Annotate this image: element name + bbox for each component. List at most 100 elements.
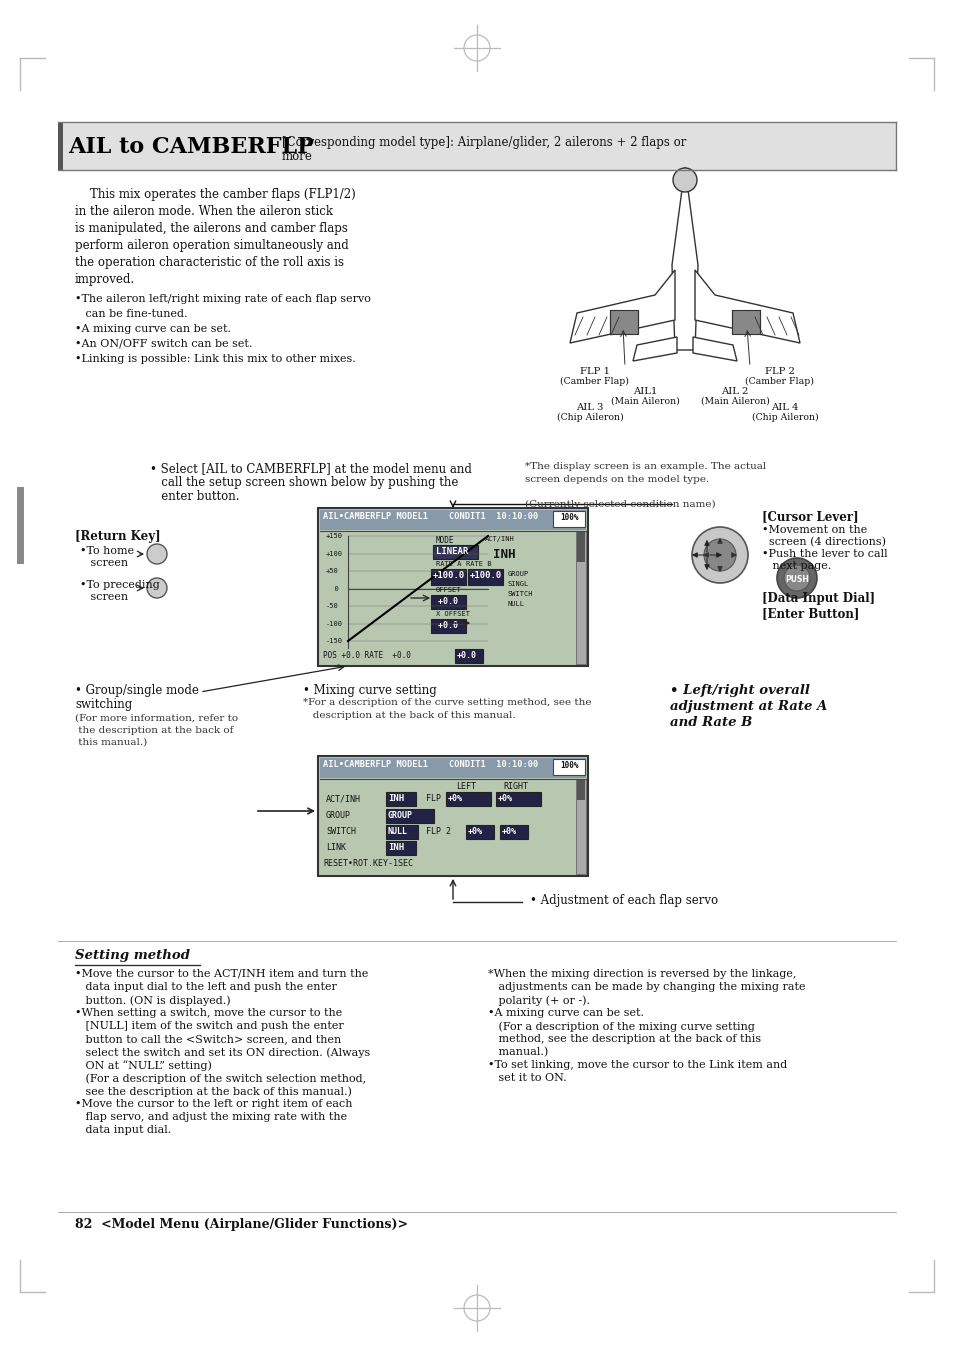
Text: [NULL] item of the switch and push the enter: [NULL] item of the switch and push the e…	[75, 1021, 343, 1031]
Text: (Camber Flap): (Camber Flap)	[560, 377, 629, 386]
Polygon shape	[671, 167, 698, 350]
Text: +100.0: +100.0	[470, 571, 501, 580]
Circle shape	[703, 539, 735, 571]
Text: ON at “NULL” setting): ON at “NULL” setting)	[75, 1060, 212, 1071]
Text: LINK: LINK	[326, 842, 346, 852]
Bar	[468, 568, 502, 585]
Bar	[431, 620, 465, 633]
Text: [Corresponding model type]: Airplane/glider, 2 ailerons + 2 flaps or: [Corresponding model type]: Airplane/gli…	[282, 136, 685, 148]
Text: screen: screen	[80, 593, 128, 602]
Text: +0.0: +0.0	[456, 651, 476, 660]
Text: *For a description of the curve setting method, see the: *For a description of the curve setting …	[303, 698, 591, 707]
Text: SINGL: SINGL	[507, 580, 529, 587]
Bar	[499, 825, 527, 838]
Bar	[319, 510, 585, 531]
Text: +0.0: +0.0	[433, 597, 457, 606]
Text: 100%: 100%	[559, 513, 578, 522]
Text: (For a description of the mixing curve setting: (For a description of the mixing curve s…	[488, 1021, 754, 1031]
Text: button. (ON is displayed.): button. (ON is displayed.)	[75, 995, 231, 1006]
Text: +0%: +0%	[448, 794, 462, 803]
Text: (Currently selected condition name): (Currently selected condition name)	[524, 500, 715, 509]
Bar	[317, 508, 587, 666]
Text: PUSH: PUSH	[784, 575, 808, 585]
Text: •Movement on the: •Movement on the	[761, 525, 866, 535]
Bar	[386, 841, 416, 855]
Text: FLP 2: FLP 2	[764, 367, 794, 377]
Text: RESET•ROT.KEY-1SEC: RESET•ROT.KEY-1SEC	[323, 859, 413, 868]
Text: AIL to CAMBERFLP: AIL to CAMBERFLP	[68, 136, 314, 158]
Text: data input dial to the left and push the enter: data input dial to the left and push the…	[75, 981, 336, 992]
Text: OFFSET: OFFSET	[436, 587, 461, 593]
Text: next page.: next page.	[761, 562, 830, 571]
Text: •A mixing curve can be set.: •A mixing curve can be set.	[488, 1008, 643, 1018]
Bar	[455, 649, 482, 663]
Text: +100: +100	[326, 551, 343, 558]
Bar	[386, 809, 434, 824]
Bar	[58, 122, 895, 170]
Circle shape	[776, 558, 816, 598]
Text: 82  <Model Menu (Airplane/Glider Functions)>: 82 <Model Menu (Airplane/Glider Function…	[75, 1218, 408, 1231]
Text: ACT/INH: ACT/INH	[484, 536, 515, 541]
Text: •To set linking, move the cursor to the Link item and: •To set linking, move the cursor to the …	[488, 1060, 786, 1071]
Text: (Main Aileron): (Main Aileron)	[610, 397, 679, 406]
Text: 100%: 100%	[559, 761, 578, 770]
Text: RATE B: RATE B	[465, 562, 491, 567]
Text: set it to ON.: set it to ON.	[488, 1073, 566, 1083]
Text: +0.0: +0.0	[433, 621, 457, 630]
Text: call the setup screen shown below by pushing the: call the setup screen shown below by pus…	[150, 477, 457, 489]
Bar	[58, 122, 63, 170]
Bar	[431, 595, 465, 609]
Text: -50: -50	[326, 603, 338, 609]
Text: AIL 3: AIL 3	[576, 404, 603, 412]
Text: NULL: NULL	[507, 601, 524, 608]
Text: • Group/single mode: • Group/single mode	[75, 684, 198, 697]
Text: • Select [AIL to CAMBERFLP] at the model menu and: • Select [AIL to CAMBERFLP] at the model…	[150, 462, 472, 475]
Bar	[553, 759, 584, 775]
Circle shape	[147, 578, 167, 598]
Bar	[577, 532, 584, 562]
Text: flap servo, and adjust the mixing rate with the: flap servo, and adjust the mixing rate w…	[75, 1112, 347, 1122]
Text: FLP 1: FLP 1	[579, 367, 609, 377]
Text: RATE A: RATE A	[436, 562, 461, 567]
Text: +0%: +0%	[468, 828, 482, 836]
Text: Setting method: Setting method	[75, 949, 190, 963]
Text: GROUP: GROUP	[326, 811, 351, 819]
Text: [Data Input Dial]: [Data Input Dial]	[761, 593, 874, 605]
Bar	[431, 568, 465, 585]
Text: MODE: MODE	[436, 536, 454, 545]
Bar	[433, 545, 477, 559]
Text: +100.0: +100.0	[433, 571, 465, 580]
Text: this manual.): this manual.)	[75, 738, 147, 747]
Text: POS +0.0 RATE  +0.0: POS +0.0 RATE +0.0	[323, 651, 411, 660]
Text: •A mixing curve can be set.: •A mixing curve can be set.	[75, 324, 231, 333]
Bar	[386, 825, 417, 838]
Text: switching: switching	[75, 698, 132, 711]
Text: (For a description of the switch selection method,: (For a description of the switch selecti…	[75, 1073, 366, 1084]
Text: +0%: +0%	[497, 794, 513, 803]
Text: -100: -100	[326, 621, 343, 626]
Text: •Move the cursor to the ACT/INH item and turn the: •Move the cursor to the ACT/INH item and…	[75, 969, 368, 979]
Circle shape	[783, 566, 809, 591]
Text: •When setting a switch, move the cursor to the: •When setting a switch, move the cursor …	[75, 1008, 342, 1018]
Text: INH: INH	[388, 794, 404, 803]
Text: see the description at the back of this manual.): see the description at the back of this …	[75, 1085, 352, 1096]
Bar	[577, 780, 584, 801]
Text: FLP 2: FLP 2	[426, 828, 451, 836]
Text: *When the mixing direction is reversed by the linkage,: *When the mixing direction is reversed b…	[488, 969, 796, 979]
Text: more: more	[282, 150, 313, 163]
Bar	[465, 825, 494, 838]
Text: • Mixing curve setting: • Mixing curve setting	[303, 684, 436, 697]
Text: and Rate B: and Rate B	[669, 716, 752, 729]
Text: RIGHT: RIGHT	[502, 782, 527, 791]
Text: *The display screen is an example. The actual: *The display screen is an example. The a…	[524, 462, 765, 471]
Text: LEFT: LEFT	[456, 782, 476, 791]
Text: SWITCH: SWITCH	[507, 591, 533, 597]
Text: •Push the lever to call: •Push the lever to call	[761, 549, 886, 559]
Text: X OFFSET: X OFFSET	[436, 612, 470, 617]
Bar	[609, 310, 638, 333]
Text: FLP: FLP	[426, 794, 440, 803]
Text: [Enter Button]: [Enter Button]	[761, 608, 859, 620]
Text: button to call the <Switch> screen, and then: button to call the <Switch> screen, and …	[75, 1034, 341, 1044]
Text: +50: +50	[326, 568, 338, 574]
Circle shape	[147, 544, 167, 564]
